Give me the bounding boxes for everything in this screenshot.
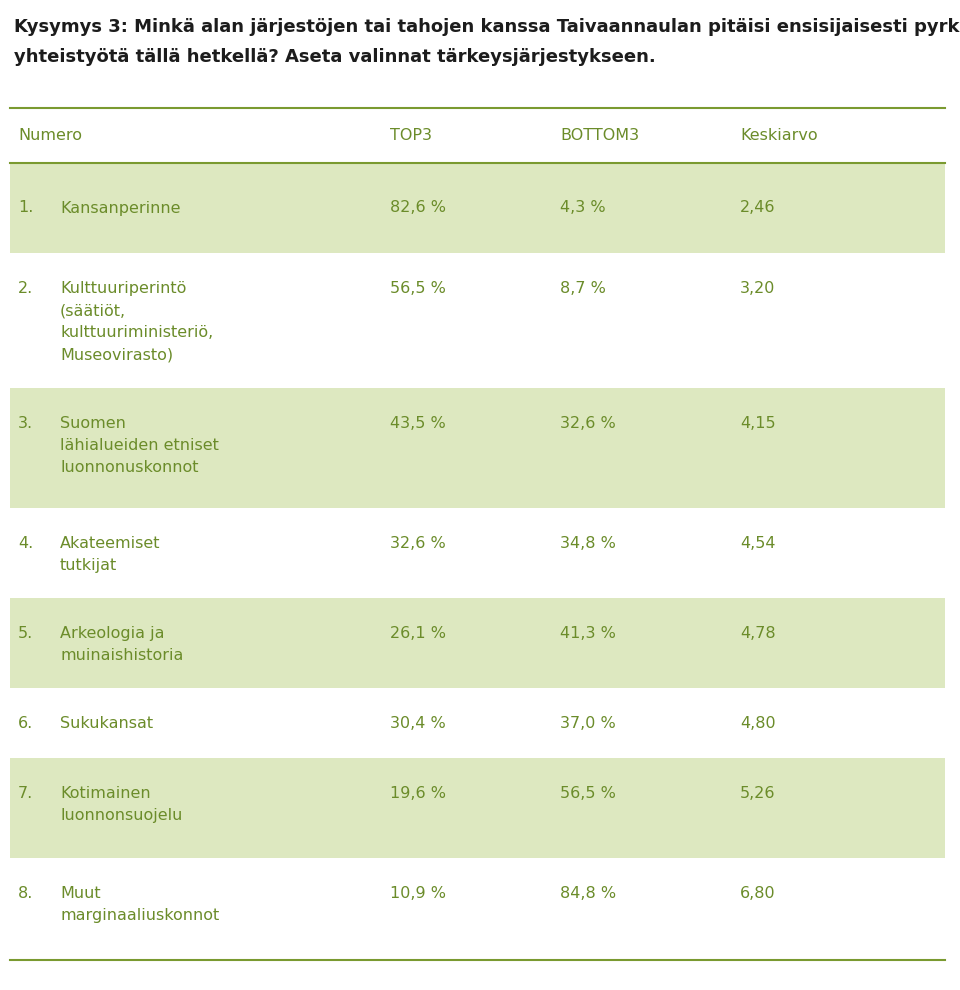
Text: yhteistyötä tällä hetkellä? Aseta valinnat tärkeysjärjestykseen.: yhteistyötä tällä hetkellä? Aseta valinn…	[14, 48, 656, 66]
Text: Kulttuuriperintö: Kulttuuriperintö	[60, 281, 186, 296]
Text: 8,7 %: 8,7 %	[560, 281, 606, 296]
Text: luonnonsuojelu: luonnonsuojelu	[60, 808, 182, 823]
Text: Sukukansat: Sukukansat	[60, 716, 154, 731]
Text: Kansanperinne: Kansanperinne	[60, 201, 180, 216]
Text: tutkijat: tutkijat	[60, 558, 117, 573]
Text: lähialueiden etniset: lähialueiden etniset	[60, 438, 219, 453]
Text: 4.: 4.	[18, 536, 34, 551]
Text: 56,5 %: 56,5 %	[560, 786, 616, 801]
Text: kulttuuriministeriö,: kulttuuriministeriö,	[60, 325, 213, 340]
Bar	[10, 598, 945, 688]
Text: 32,6 %: 32,6 %	[560, 416, 615, 431]
Text: Keskiarvo: Keskiarvo	[740, 128, 818, 143]
Text: 43,5 %: 43,5 %	[390, 416, 445, 431]
Text: (säätiöt,: (säätiöt,	[60, 303, 126, 318]
Text: 82,6 %: 82,6 %	[390, 201, 446, 216]
Text: TOP3: TOP3	[390, 128, 432, 143]
Text: 3,20: 3,20	[740, 281, 776, 296]
Text: 4,54: 4,54	[740, 536, 776, 551]
Text: luonnonuskonnot: luonnonuskonnot	[60, 460, 199, 475]
Text: 26,1 %: 26,1 %	[390, 626, 446, 641]
Text: 10,9 %: 10,9 %	[390, 886, 446, 901]
Text: Kysymys 3: Minkä alan järjestöjen tai tahojen kanssa Taivaannaulan pitäisi ensis: Kysymys 3: Minkä alan järjestöjen tai ta…	[14, 18, 960, 36]
Text: 41,3 %: 41,3 %	[560, 626, 616, 641]
Text: 6.: 6.	[18, 716, 34, 731]
Text: Muut: Muut	[60, 886, 101, 901]
Text: 2.: 2.	[18, 281, 34, 296]
Text: 1.: 1.	[18, 201, 34, 216]
Text: 34,8 %: 34,8 %	[560, 536, 616, 551]
Text: 32,6 %: 32,6 %	[390, 536, 445, 551]
Text: 4,78: 4,78	[740, 626, 776, 641]
Bar	[10, 388, 945, 508]
Text: marginaaliuskonnot: marginaaliuskonnot	[60, 908, 219, 923]
Text: 37,0 %: 37,0 %	[560, 716, 615, 731]
Text: 2,46: 2,46	[740, 201, 776, 216]
Text: Suomen: Suomen	[60, 416, 126, 431]
Text: 56,5 %: 56,5 %	[390, 281, 445, 296]
Text: 4,80: 4,80	[740, 716, 776, 731]
Text: 30,4 %: 30,4 %	[390, 716, 445, 731]
Text: 5,26: 5,26	[740, 786, 776, 801]
Text: Kotimainen: Kotimainen	[60, 786, 151, 801]
Text: 19,6 %: 19,6 %	[390, 786, 446, 801]
Text: 4,15: 4,15	[740, 416, 776, 431]
Text: 5.: 5.	[18, 626, 34, 641]
Text: Arkeologia ja: Arkeologia ja	[60, 626, 164, 641]
Text: muinaishistoria: muinaishistoria	[60, 648, 183, 663]
Text: 6,80: 6,80	[740, 886, 776, 901]
Bar	[10, 163, 945, 253]
Text: Numero: Numero	[18, 128, 82, 143]
Text: 7.: 7.	[18, 786, 34, 801]
Text: 4,3 %: 4,3 %	[560, 201, 606, 216]
Bar	[10, 758, 945, 858]
Text: 8.: 8.	[18, 886, 34, 901]
Text: BOTTOM3: BOTTOM3	[560, 128, 639, 143]
Text: Museovirasto): Museovirasto)	[60, 347, 173, 362]
Text: 84,8 %: 84,8 %	[560, 886, 616, 901]
Text: 3.: 3.	[18, 416, 34, 431]
Text: Akateemiset: Akateemiset	[60, 536, 160, 551]
